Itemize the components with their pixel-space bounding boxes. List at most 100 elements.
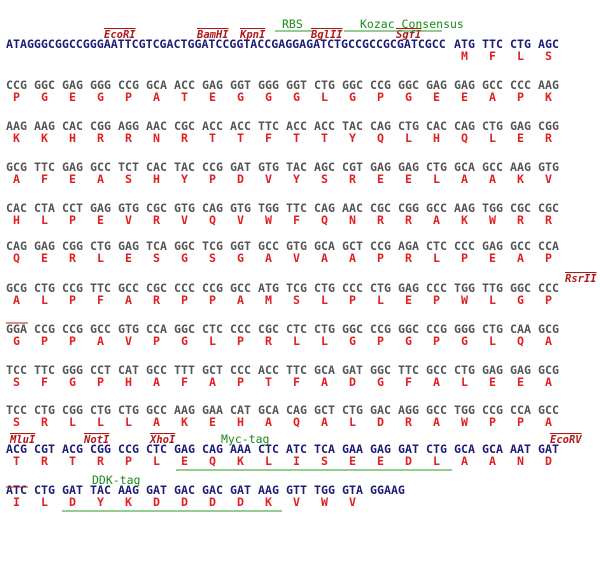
codon: ATG [454,37,475,51]
codon: CAG [286,403,307,417]
codon: CCT [90,363,111,377]
amino-acid: K [181,415,188,429]
amino-acid: A [97,334,104,348]
codon: GAG [62,78,83,92]
amino-acid: T [13,454,20,468]
amino-acid: L [377,293,384,307]
codon: TTC [482,37,503,51]
amino-acid: S [545,49,552,63]
amino-acid: R [265,334,272,348]
codon: CCC [174,281,195,295]
amino-acid: A [433,375,440,389]
codon: GAT [398,442,419,456]
codon: GAT [146,483,167,497]
codon: ACG [6,442,27,456]
codon: TCG [202,239,223,253]
codon: TTC [398,363,419,377]
codon: GCG [6,281,27,295]
amino-acid: L [489,334,496,348]
codon: GCC [90,322,111,336]
codon: GAG [398,160,419,174]
amino-acid: F [405,375,412,389]
amino-acid: D [349,375,356,389]
codon: TGG [258,201,279,215]
amino-acid: L [517,49,524,63]
codon: TTC [286,363,307,377]
codon: TCG [286,281,307,295]
amino-acid: S [13,415,20,429]
codon: GCA [258,403,279,417]
codon: CTG [118,403,139,417]
amino-acid: R [97,454,104,468]
codon: GCC [118,281,139,295]
amino-acid: L [405,131,412,145]
codon: CTG [482,119,503,133]
amino-acid: P [153,334,160,348]
codon: CGG [538,119,559,133]
amino-acid: P [349,293,356,307]
amino-acid: Q [321,213,328,227]
amino-acid: F [265,131,272,145]
codon: CAG [454,119,475,133]
amino-acid: P [489,415,496,429]
enzyme-site: RsrII [565,273,597,285]
codon: CTG [314,281,335,295]
codon: GTT [286,483,307,497]
codon: CAC [426,119,447,133]
codon: GCC [230,281,251,295]
codon: GCC [426,403,447,417]
amino-acid: H [237,415,244,429]
codon: GTG [258,160,279,174]
amino-acid: A [237,293,244,307]
codon: CAT [118,363,139,377]
codon: TAC [90,483,111,497]
amino-acid: N [349,213,356,227]
amino-acid: E [209,90,216,104]
codon: GGT [230,78,251,92]
amino-acid: A [97,172,104,186]
codon: TGG [454,403,475,417]
amino-acid: P [125,454,132,468]
codon: CGG [90,442,111,456]
codon: CTG [34,403,55,417]
codon: AAG [6,119,27,133]
codon: CTG [426,442,447,456]
amino-acid: G [377,375,384,389]
leader-sequence: ATAGGGCGGCCGGGAATTCGTCGACTGGATCCGGTACCGA… [6,37,446,51]
amino-acid: V [349,495,356,509]
codon: CCG [118,442,139,456]
codon: GAT [342,363,363,377]
amino-acid: A [125,293,132,307]
codon: GCC [538,403,559,417]
amino-acid: E [209,415,216,429]
amino-acid: P [377,90,384,104]
codon: TAC [174,160,195,174]
codon: ACC [230,119,251,133]
codon: GCA [482,442,503,456]
amino-acid: R [349,172,356,186]
amino-acid: L [433,172,440,186]
tag-label: DDK-tag [92,473,140,487]
codon: GAA [342,442,363,456]
amino-acid: E [41,251,48,265]
amino-acid: I [293,454,300,468]
amino-acid: R [517,213,524,227]
amino-acid: A [545,415,552,429]
amino-acid: E [125,251,132,265]
codon: GCC [258,239,279,253]
codon: GGC [174,239,195,253]
codon: CCG [62,322,83,336]
codon: GTA [342,483,363,497]
amino-acid: R [545,213,552,227]
codon: CCC [510,78,531,92]
amino-acid: K [125,495,132,509]
amino-acid: R [69,251,76,265]
tag-label: Kozac Consensus [360,17,464,31]
amino-acid: K [517,172,524,186]
amino-acid: L [349,415,356,429]
codon: GGAAG [370,483,405,497]
codon: GAG [174,442,195,456]
amino-acid: D [545,454,552,468]
amino-acid: R [181,131,188,145]
amino-acid: W [265,213,272,227]
